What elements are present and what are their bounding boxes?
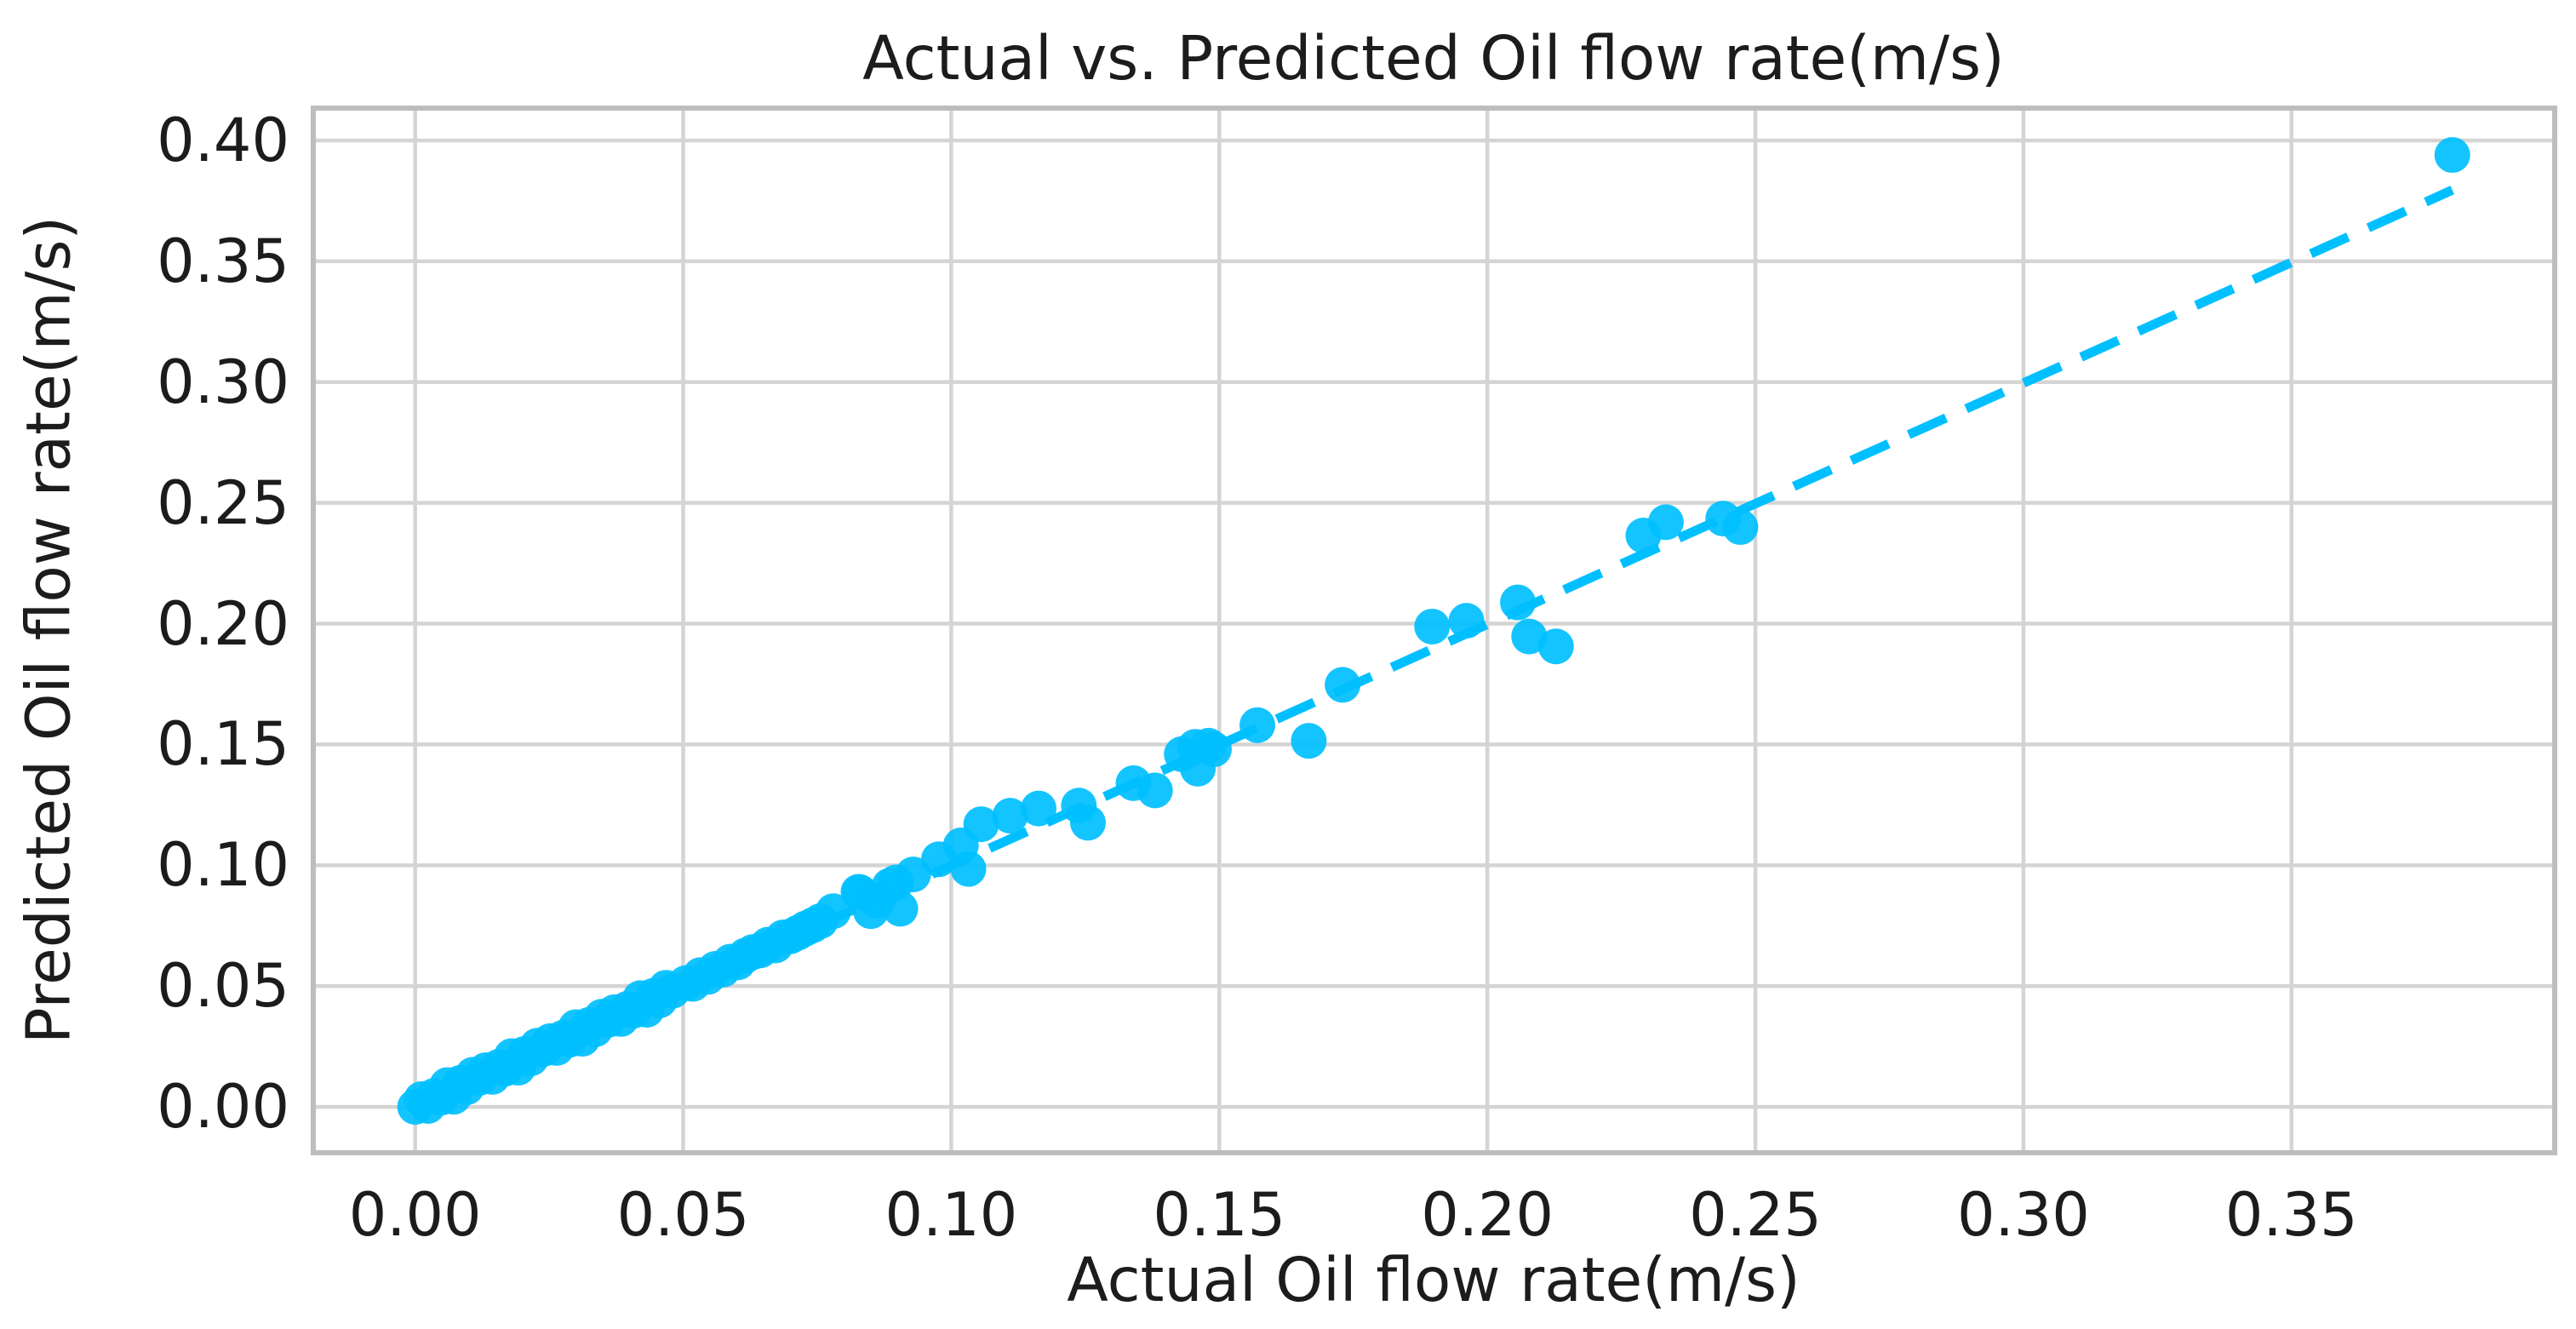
x-tick-label: 0.15 [1153, 1180, 1286, 1250]
data-point [895, 856, 931, 893]
y-tick-label: 0.25 [157, 467, 289, 538]
x-tick-label: 0.20 [1421, 1180, 1554, 1250]
data-point [1195, 731, 1232, 768]
data-point [815, 893, 851, 930]
y-tick-label: 0.10 [157, 830, 289, 901]
data-point [1448, 603, 1485, 639]
data-point [950, 851, 987, 887]
y-tick-label: 0.20 [157, 588, 289, 659]
y-tick-label: 0.40 [157, 106, 289, 176]
data-point [1511, 618, 1548, 655]
data-point [1537, 628, 1574, 665]
x-axis-label: Actual Oil flow rate(m/s) [1067, 1245, 1800, 1315]
x-tick-label: 0.00 [348, 1180, 482, 1250]
data-point [1500, 584, 1537, 621]
data-point [1291, 723, 1327, 759]
x-tick-label: 0.10 [884, 1180, 1018, 1250]
data-point [1647, 504, 1684, 541]
y-tick-label: 0.30 [157, 347, 289, 417]
data-point [1722, 509, 1759, 546]
data-point [1239, 707, 1275, 743]
y-tick-label: 0.05 [157, 951, 289, 1022]
data-point [963, 806, 999, 843]
plot-frame [311, 106, 2557, 1155]
data-point [992, 798, 1028, 834]
x-tick-label: 0.35 [2224, 1180, 2358, 1250]
data-point [882, 891, 919, 927]
data-point [1069, 805, 1106, 841]
data-point [2434, 137, 2470, 174]
data-point [1325, 667, 1361, 703]
y-tick-label: 0.00 [157, 1072, 289, 1143]
y-tick-label: 0.15 [157, 709, 289, 780]
data-point [1021, 790, 1057, 827]
data-point [1136, 772, 1173, 809]
chart-title: Actual vs. Predicted Oil flow rate(m/s) [862, 23, 2005, 94]
x-tick-label: 0.30 [1956, 1180, 2090, 1250]
x-tick-label: 0.25 [1689, 1180, 1822, 1250]
x-tick-label: 0.05 [616, 1180, 750, 1250]
y-tick-label: 0.35 [157, 226, 289, 296]
data-point [1414, 608, 1451, 644]
trend-line [413, 186, 2454, 1112]
